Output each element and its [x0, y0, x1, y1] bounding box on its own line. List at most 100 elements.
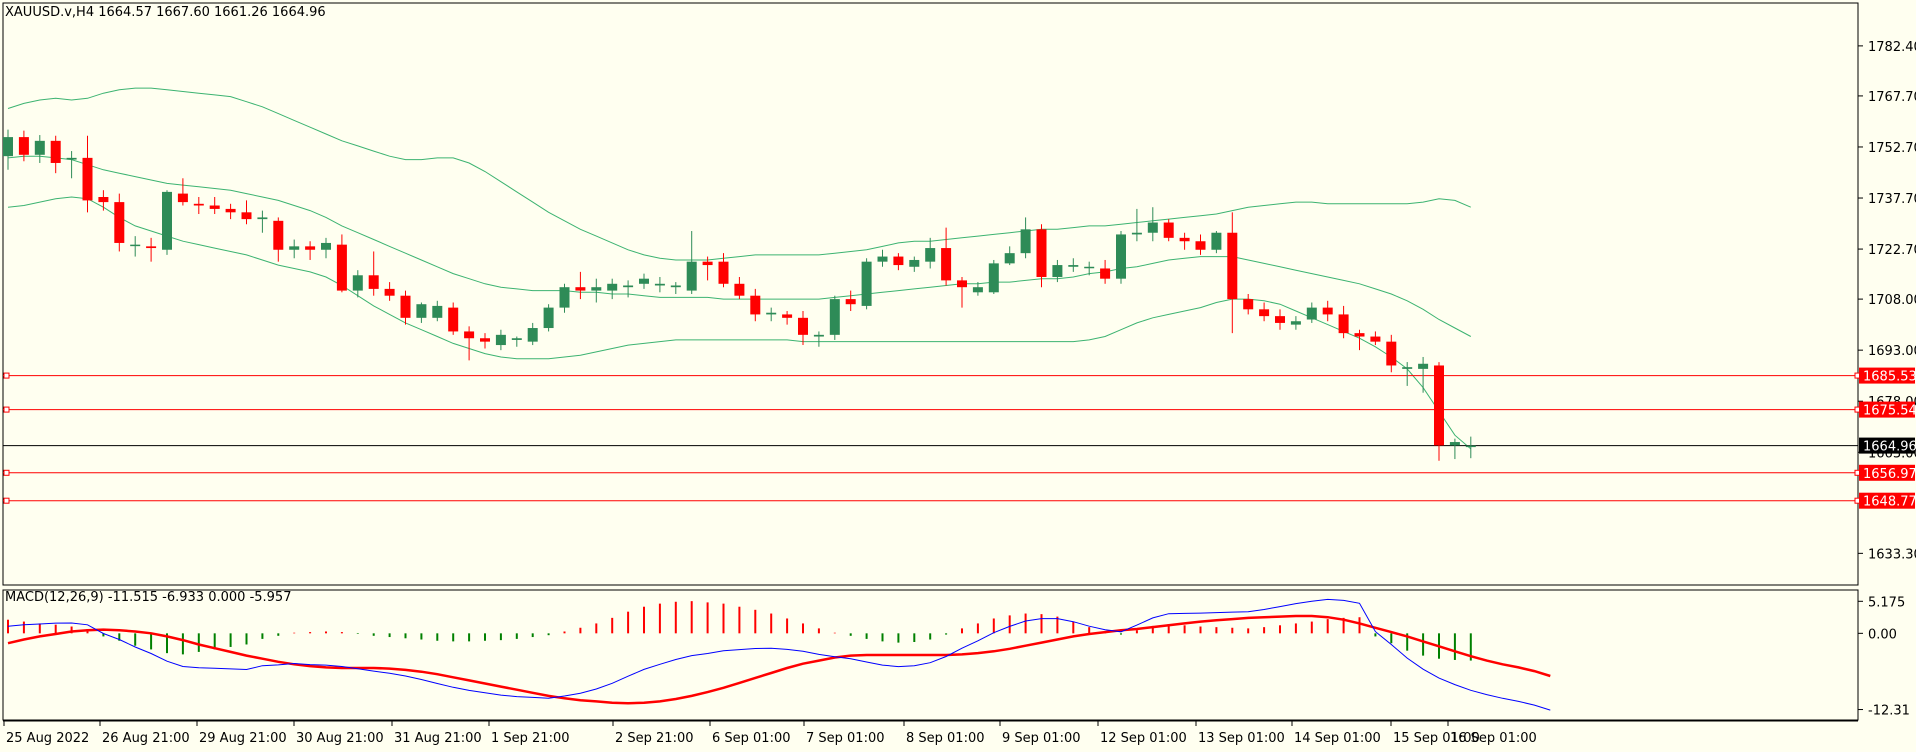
- price-pane[interactable]: 1782.40 1767.70 1752.70 1737.70 1722.70 1708.…: [2, 2, 1916, 586]
- macd-pane[interactable]: 5.175 0.00 -12.31: [2, 589, 1910, 721]
- candle-body[interactable]: [1036, 229, 1047, 277]
- candle-body[interactable]: [448, 307, 459, 332]
- candle-body[interactable]: [829, 299, 840, 335]
- candle-body[interactable]: [702, 261, 713, 266]
- candle-body[interactable]: [480, 338, 490, 342]
- candle-body[interactable]: [1386, 341, 1397, 366]
- candle-body[interactable]: [670, 285, 681, 288]
- candle-body[interactable]: [957, 280, 967, 288]
- candle-body[interactable]: [34, 140, 45, 155]
- candle-body[interactable]: [98, 197, 109, 203]
- candle-body[interactable]: [559, 287, 570, 308]
- candle-body[interactable]: [511, 338, 522, 340]
- candle-body[interactable]: [591, 287, 602, 291]
- candle-body[interactable]: [575, 287, 586, 291]
- candle-body[interactable]: [1195, 241, 1206, 250]
- candle-body[interactable]: [1179, 237, 1190, 242]
- level-handle-left[interactable]: [3, 497, 10, 504]
- candle-body[interactable]: [607, 283, 618, 291]
- candle-body[interactable]: [3, 137, 13, 157]
- candle-body[interactable]: [209, 205, 220, 209]
- candle-body[interactable]: [1290, 321, 1301, 325]
- candle-body[interactable]: [464, 331, 475, 339]
- candle-body[interactable]: [1131, 232, 1142, 235]
- candle-body[interactable]: [305, 246, 316, 250]
- candle-body[interactable]: [114, 202, 125, 243]
- candle-body[interactable]: [1211, 232, 1222, 250]
- candle-body[interactable]: [1322, 307, 1333, 315]
- candle-body[interactable]: [162, 191, 172, 250]
- candle-body[interactable]: [1163, 222, 1174, 238]
- candle-body[interactable]: [782, 314, 793, 318]
- candle-body[interactable]: [1116, 234, 1126, 279]
- candle-body[interactable]: [1004, 253, 1015, 264]
- candle-body[interactable]: [336, 244, 347, 291]
- candle-body[interactable]: [1418, 363, 1429, 369]
- candle-body[interactable]: [798, 317, 808, 335]
- candle-body[interactable]: [1052, 265, 1063, 277]
- candle-body[interactable]: [177, 193, 188, 203]
- candle-body[interactable]: [257, 217, 268, 220]
- candle-body[interactable]: [289, 246, 300, 250]
- candle-body[interactable]: [877, 256, 888, 262]
- candle-body[interactable]: [321, 242, 331, 250]
- candle-body[interactable]: [495, 334, 506, 346]
- candle-body[interactable]: [241, 212, 252, 220]
- candle-body[interactable]: [146, 246, 157, 249]
- candle-body[interactable]: [845, 299, 856, 305]
- candle-body[interactable]: [1465, 445, 1476, 448]
- candle-body[interactable]: [925, 248, 936, 262]
- candle-body[interactable]: [66, 157, 77, 160]
- candle-body[interactable]: [1306, 307, 1317, 320]
- candle-body[interactable]: [1100, 268, 1111, 279]
- candle-body[interactable]: [193, 203, 204, 206]
- candle-body[interactable]: [750, 295, 761, 315]
- candle-body[interactable]: [1338, 314, 1349, 334]
- candle-body[interactable]: [50, 140, 61, 163]
- candle-body[interactable]: [225, 208, 236, 213]
- candle-body[interactable]: [1068, 265, 1079, 267]
- level-handle-left[interactable]: [3, 469, 10, 476]
- candle-body[interactable]: [432, 305, 443, 318]
- candle-body[interactable]: [543, 307, 554, 329]
- level-handle-left[interactable]: [3, 372, 10, 379]
- candle-body[interactable]: [686, 261, 697, 291]
- candle-body[interactable]: [861, 261, 872, 306]
- candle-body[interactable]: [1147, 222, 1158, 233]
- candle-body[interactable]: [1243, 299, 1254, 310]
- candle-body[interactable]: [273, 220, 284, 250]
- candle-body[interactable]: [1434, 365, 1444, 446]
- candle-body[interactable]: [400, 295, 411, 318]
- candle-body[interactable]: [766, 312, 777, 315]
- candle-body[interactable]: [623, 285, 634, 288]
- candle-body[interactable]: [130, 244, 141, 247]
- candle-body[interactable]: [909, 259, 920, 267]
- candle-body[interactable]: [368, 275, 379, 289]
- candle-body[interactable]: [1354, 333, 1365, 337]
- candle-body[interactable]: [893, 256, 904, 266]
- candle-body[interactable]: [384, 288, 395, 296]
- candle-body[interactable]: [1402, 367, 1413, 369]
- candle-body[interactable]: [654, 283, 665, 286]
- candle-body[interactable]: [82, 157, 93, 201]
- candle-body[interactable]: [1084, 266, 1095, 269]
- candle-body[interactable]: [813, 334, 824, 337]
- candle-body[interactable]: [1020, 229, 1031, 254]
- candle-body[interactable]: [1259, 309, 1270, 317]
- candle-body[interactable]: [639, 278, 649, 284]
- candle-body[interactable]: [1227, 232, 1238, 300]
- candle-body[interactable]: [972, 287, 983, 293]
- candle-body[interactable]: [1449, 442, 1460, 446]
- candle-body[interactable]: [18, 137, 29, 155]
- candle-body[interactable]: [941, 248, 952, 281]
- candle-body[interactable]: [1275, 316, 1285, 323]
- candle-body[interactable]: [1370, 336, 1381, 342]
- level-handle-left[interactable]: [3, 406, 10, 413]
- candle-body[interactable]: [718, 261, 729, 284]
- candle-body[interactable]: [527, 328, 538, 342]
- candle-body[interactable]: [734, 283, 745, 296]
- candle-body[interactable]: [416, 304, 427, 318]
- candle-body[interactable]: [352, 275, 363, 291]
